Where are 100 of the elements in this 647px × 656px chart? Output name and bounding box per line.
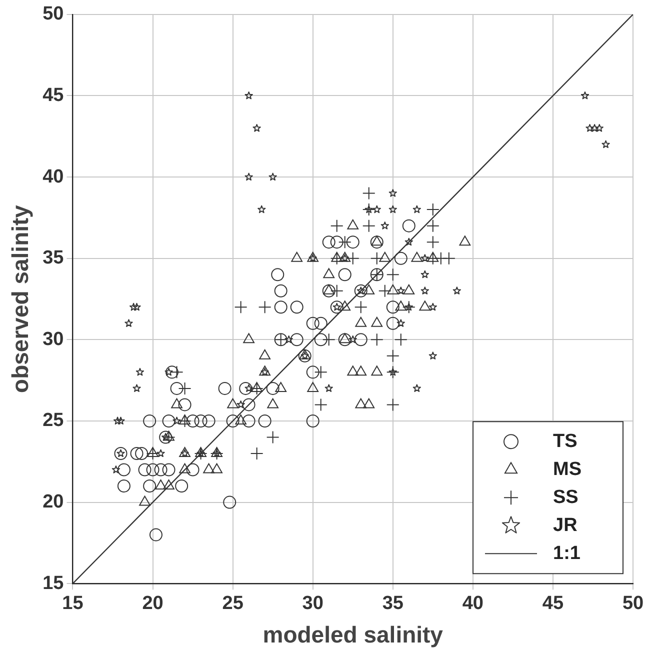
point	[136, 368, 144, 376]
point	[156, 449, 165, 458]
point	[396, 286, 405, 294]
point	[244, 172, 253, 181]
point	[330, 219, 344, 232]
point	[411, 252, 423, 262]
point	[404, 302, 413, 311]
point	[117, 463, 130, 476]
point	[218, 382, 232, 395]
point	[386, 300, 400, 314]
y-tick-label: 15	[42, 572, 64, 594]
point	[428, 352, 437, 360]
point	[427, 252, 439, 262]
point	[355, 366, 367, 376]
point	[155, 480, 166, 490]
point	[179, 414, 190, 424]
point	[348, 335, 357, 344]
point	[306, 316, 320, 330]
x-tick-label: 45	[542, 593, 564, 614]
point	[364, 205, 373, 214]
point	[266, 382, 280, 395]
point	[143, 414, 156, 428]
point	[203, 463, 214, 474]
point	[386, 398, 400, 412]
point	[114, 446, 128, 460]
point	[274, 300, 288, 314]
point	[372, 205, 381, 214]
point	[330, 300, 344, 314]
point	[226, 414, 240, 428]
point	[420, 254, 429, 262]
point	[386, 268, 400, 282]
point	[354, 333, 368, 346]
point	[244, 91, 253, 100]
point	[307, 382, 319, 392]
point	[459, 236, 471, 246]
point	[268, 172, 277, 181]
point	[602, 140, 610, 148]
x-tick-label: 30	[302, 593, 324, 614]
x-tick-label: 35	[382, 593, 404, 614]
legend-label: SS	[553, 486, 578, 508]
point	[147, 446, 158, 457]
legend-label: TS	[553, 430, 578, 452]
x-tick-label: 40	[462, 593, 484, 614]
legend-label: 1:1	[553, 542, 581, 564]
point	[234, 300, 248, 314]
point	[252, 124, 261, 132]
point	[202, 414, 216, 428]
point	[371, 236, 383, 246]
point	[239, 382, 252, 395]
point	[362, 219, 376, 232]
point	[412, 205, 421, 214]
y-tick-label: 30	[42, 328, 64, 350]
point	[149, 528, 162, 542]
point	[194, 414, 208, 428]
point	[113, 416, 122, 425]
point	[170, 382, 184, 395]
point	[324, 384, 333, 392]
point	[267, 398, 279, 408]
point	[322, 236, 336, 249]
point	[274, 284, 288, 298]
y-tick-label: 25	[42, 410, 64, 432]
point	[117, 480, 130, 493]
point	[355, 398, 367, 408]
point	[275, 382, 287, 392]
point	[339, 300, 351, 311]
point	[135, 446, 148, 460]
point	[595, 124, 604, 132]
y-tick-label: 40	[42, 166, 64, 188]
point	[386, 349, 400, 362]
point	[346, 252, 360, 265]
point	[258, 414, 272, 428]
point	[290, 333, 304, 346]
point	[178, 398, 192, 412]
point	[370, 252, 384, 265]
legend-label: JR	[553, 514, 578, 536]
point	[306, 414, 320, 428]
y-tick-label: 20	[42, 492, 64, 513]
point	[322, 333, 336, 346]
point	[186, 414, 200, 428]
point	[179, 463, 190, 474]
point	[363, 284, 375, 294]
point	[165, 366, 178, 379]
point	[290, 300, 304, 314]
point	[132, 302, 141, 311]
point	[388, 189, 397, 197]
point	[314, 316, 328, 330]
x-axis-title: modeled salinity	[262, 622, 444, 648]
point	[426, 219, 440, 232]
point	[442, 252, 456, 265]
point	[243, 333, 255, 344]
point	[580, 91, 590, 100]
point	[258, 300, 272, 314]
point	[266, 430, 280, 444]
point	[386, 316, 400, 330]
point	[586, 124, 594, 132]
point	[426, 236, 440, 249]
point	[271, 268, 284, 282]
point	[362, 186, 376, 200]
point	[388, 205, 397, 214]
point	[371, 366, 383, 376]
